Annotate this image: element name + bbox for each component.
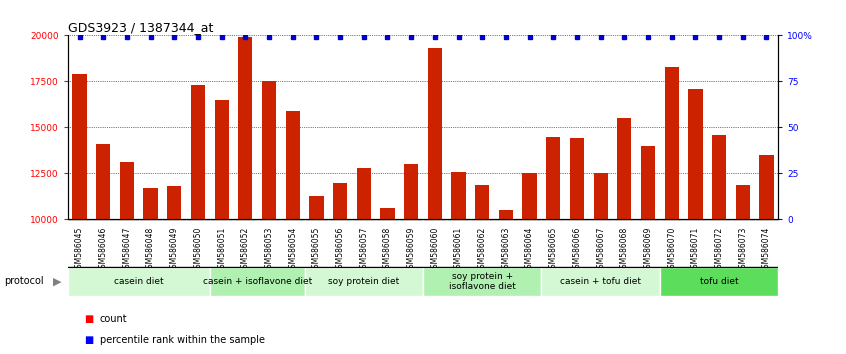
Text: GSM586048: GSM586048 [146,227,155,273]
Bar [310,195,323,354]
Text: GSM586053: GSM586053 [265,227,273,273]
Text: GSM586061: GSM586061 [454,227,463,273]
Text: tofu diet: tofu diet [700,277,739,286]
Text: GSM586047: GSM586047 [123,227,131,273]
Bar [689,89,702,354]
Text: soy protein diet: soy protein diet [328,277,399,286]
Text: protocol: protocol [4,276,44,286]
Bar [144,188,157,354]
Text: GSM586066: GSM586066 [573,227,581,273]
Text: GSM586058: GSM586058 [383,227,392,273]
FancyBboxPatch shape [660,267,778,296]
Bar [191,85,205,354]
Bar [452,172,465,354]
Text: GSM586050: GSM586050 [194,227,202,273]
FancyBboxPatch shape [305,267,423,296]
Bar [286,111,299,354]
Bar [594,173,607,354]
Text: casein diet: casein diet [114,277,163,286]
Bar [665,67,678,354]
Text: GSM586063: GSM586063 [502,227,510,273]
Bar [499,210,513,354]
Bar [120,162,134,354]
Text: GSM586057: GSM586057 [360,227,368,273]
Text: GSM586065: GSM586065 [549,227,558,273]
Bar [333,183,347,354]
Text: GSM586072: GSM586072 [715,227,723,273]
Text: ■: ■ [85,314,94,324]
Bar [381,209,394,354]
Text: GSM586064: GSM586064 [525,227,534,273]
Bar [96,144,110,354]
Bar [712,135,726,354]
Bar [475,184,489,354]
Bar [168,186,181,354]
Bar [547,137,560,354]
Text: GSM586052: GSM586052 [241,227,250,273]
Text: GSM586056: GSM586056 [336,227,344,273]
FancyBboxPatch shape [423,267,541,296]
Bar [428,48,442,354]
Bar [262,81,276,354]
Text: GSM586051: GSM586051 [217,227,226,273]
Text: soy protein +
isoflavone diet: soy protein + isoflavone diet [448,272,516,291]
Bar [641,146,655,354]
Text: GSM586069: GSM586069 [644,227,652,273]
Text: ▶: ▶ [53,276,62,286]
Text: ■: ■ [85,335,94,345]
Text: casein + tofu diet: casein + tofu diet [560,277,641,286]
Text: GSM586067: GSM586067 [596,227,605,273]
Bar [760,155,773,354]
Text: GSM586059: GSM586059 [407,227,415,273]
Text: count: count [100,314,128,324]
Text: GSM586070: GSM586070 [667,227,676,273]
Text: percentile rank within the sample: percentile rank within the sample [100,335,265,345]
Text: GSM586068: GSM586068 [620,227,629,273]
Text: GSM586049: GSM586049 [170,227,179,273]
Text: GSM586055: GSM586055 [312,227,321,273]
Text: GSM586074: GSM586074 [762,227,771,273]
Bar [73,74,86,354]
Bar [736,184,750,354]
Bar [618,118,631,354]
Text: GSM586045: GSM586045 [75,227,84,273]
Bar [239,37,252,354]
Text: GSM586073: GSM586073 [739,227,747,273]
Text: GDS3923 / 1387344_at: GDS3923 / 1387344_at [68,21,213,34]
Text: GSM586054: GSM586054 [288,227,297,273]
FancyBboxPatch shape [210,267,305,296]
Bar [357,168,371,354]
FancyBboxPatch shape [541,267,660,296]
Text: GSM586060: GSM586060 [431,227,439,273]
Text: GSM586071: GSM586071 [691,227,700,273]
Text: GSM586062: GSM586062 [478,227,486,273]
Text: GSM586046: GSM586046 [99,227,107,273]
FancyBboxPatch shape [68,267,210,296]
Bar [570,138,584,354]
Bar [404,164,418,354]
Bar [215,100,228,354]
Text: casein + isoflavone diet: casein + isoflavone diet [202,277,312,286]
Bar [523,173,536,354]
